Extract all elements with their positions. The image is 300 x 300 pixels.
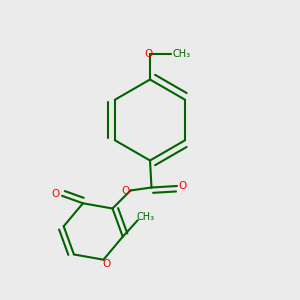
Text: O: O (102, 259, 111, 269)
Text: O: O (178, 181, 187, 191)
Text: CH₃: CH₃ (136, 212, 154, 222)
Text: CH₃: CH₃ (172, 49, 190, 59)
Text: O: O (144, 49, 153, 59)
Text: O: O (121, 185, 129, 196)
Text: O: O (52, 189, 60, 199)
